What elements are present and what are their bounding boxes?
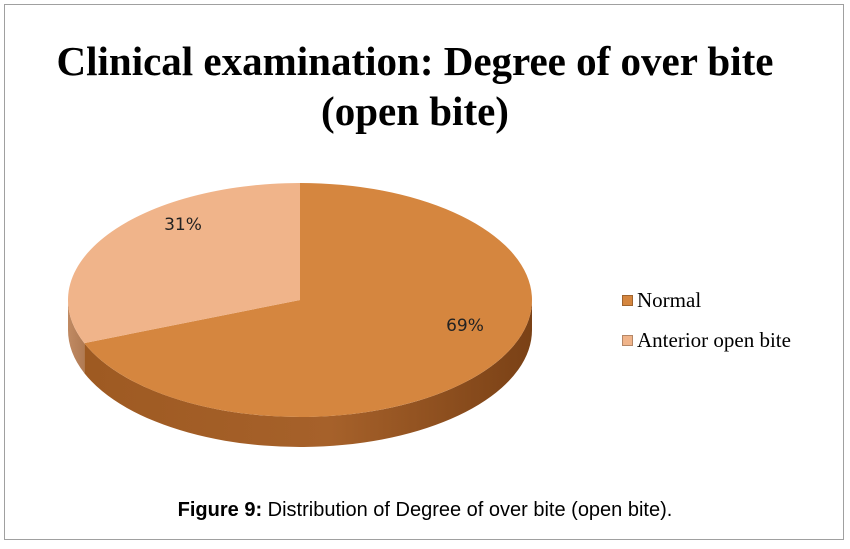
caption-label: Figure 9: [177,499,263,521]
caption-text: Distribution of Degree of over bite (ope… [262,499,673,521]
pie-slice-normal [84,183,533,418]
data-label-normal: 69% [446,316,484,336]
pie-side-normal [84,300,532,447]
pie-side-anterior-open-bite [68,300,85,374]
legend-swatch-normal [622,294,633,306]
legend-label-anterior-open-bite: Anterior open bite [637,327,791,352]
pie-slice-anterior-open-bite [68,183,300,344]
legend: Normal Anterior open bite [622,288,791,368]
pie-tops [68,183,533,418]
legend-item-normal: Normal [622,288,791,312]
legend-swatch-anterior-open-bite [622,334,633,346]
legend-item-anterior-open-bite: Anterior open bite [622,328,791,352]
pie-sides [68,300,532,447]
legend-label-normal: Normal [637,287,702,312]
figure-caption: Figure 9: Distribution of Degree of over… [0,499,850,522]
pie-labels: 69% 31% [164,215,484,336]
data-label-anterior-open-bite: 31% [164,215,202,235]
chart-title: Clinical examination: Degree of over bit… [56,38,774,134]
